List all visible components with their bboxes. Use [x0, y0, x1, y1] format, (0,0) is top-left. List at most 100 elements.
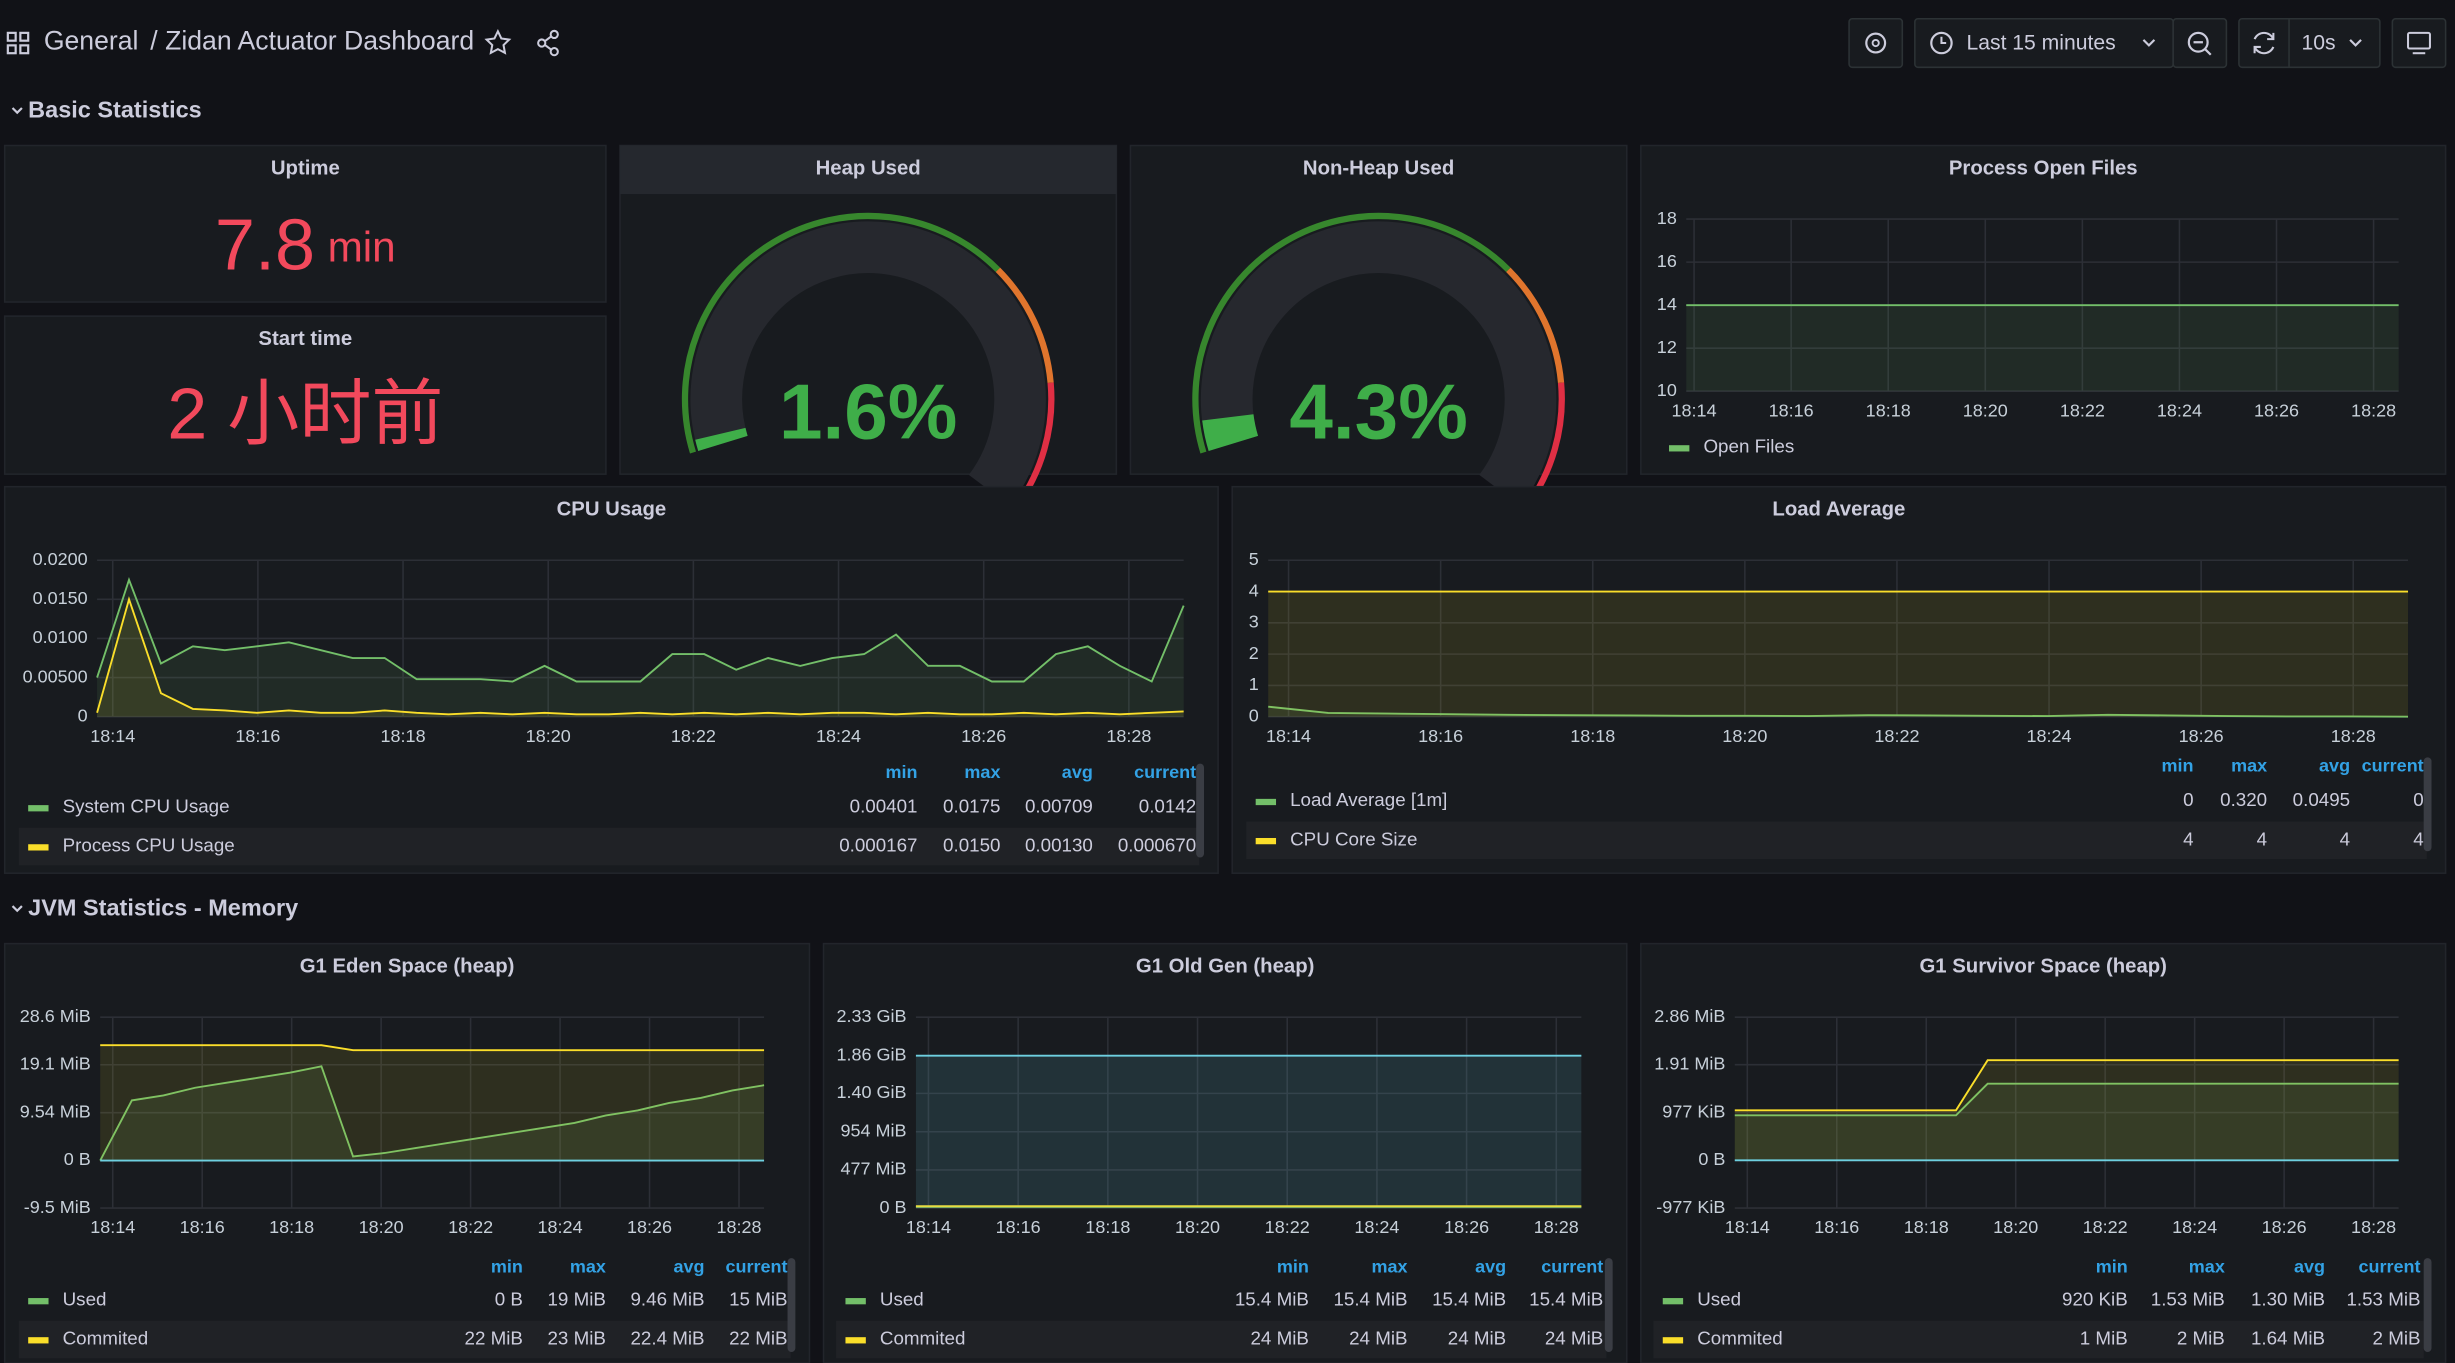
x-tick-label: 18:18 — [269, 1217, 314, 1237]
legend-value: 9.46 MiB — [630, 1288, 704, 1309]
section-chevron[interactable] — [11, 905, 23, 913]
star-icon[interactable] — [484, 28, 512, 55]
y-tick-label: 18 — [1657, 208, 1677, 228]
stat-value: 2 小时前 — [167, 374, 443, 454]
x-tick-label: 18:16 — [235, 726, 280, 746]
legend-name[interactable]: Process CPU Usage — [63, 835, 235, 856]
legend-name[interactable]: Used — [1697, 1288, 1741, 1309]
legend-scrollbar — [2423, 1258, 2432, 1353]
legend-value: 19 MiB — [548, 1288, 606, 1309]
legend-column-header[interactable]: avg — [2294, 1256, 2325, 1276]
legend-column-header[interactable]: min — [2096, 1256, 2128, 1276]
legend-column-header[interactable]: current — [1541, 1256, 1603, 1276]
dashboard-title[interactable]: / Zidan Actuator Dashboard — [150, 25, 474, 55]
legend-column-header[interactable]: current — [2362, 756, 2424, 776]
panel-title[interactable]: Start time — [258, 328, 352, 350]
legend-swatch — [28, 1298, 49, 1305]
legend-column-header[interactable]: max — [964, 762, 1000, 782]
legend-name[interactable]: CPU Core Size — [1290, 828, 1417, 849]
settings-button[interactable] — [1848, 17, 1904, 69]
panel-title[interactable]: Non-Heap Used — [1303, 157, 1454, 179]
legend-column-header[interactable]: min — [2162, 756, 2194, 776]
legend-value: 1.53 MiB — [2346, 1288, 2420, 1309]
legend-value: 0.00709 — [1025, 795, 1093, 816]
share-icon[interactable] — [537, 29, 559, 57]
y-tick-label: 0.0150 — [33, 588, 88, 608]
panel-title[interactable]: G1 Old Gen (heap) — [1136, 955, 1315, 977]
legend-column-header[interactable]: max — [2189, 1256, 2225, 1276]
panel — [822, 942, 1628, 1363]
x-tick-label: 18:26 — [627, 1217, 672, 1237]
section-title[interactable]: JVM Statistics - Memory — [28, 894, 298, 920]
legend-swatch — [845, 1337, 866, 1344]
legend-column-header[interactable]: max — [570, 1256, 606, 1276]
legend-value: 24 MiB — [1250, 1327, 1308, 1348]
legend-column-header[interactable]: max — [2231, 756, 2267, 776]
legend-value: 15 MiB — [729, 1288, 787, 1309]
tv-mode-button[interactable] — [2391, 17, 2447, 69]
legend-value: 0.0150 — [943, 835, 1000, 856]
y-tick-label: 0.0200 — [33, 549, 88, 569]
chevron — [2349, 39, 2362, 47]
legend-name[interactable]: Load Average [1m] — [1290, 789, 1447, 810]
time-range[interactable]: Last 15 minutes — [1967, 31, 2116, 54]
legend-name[interactable]: System CPU Usage — [63, 795, 230, 816]
x-tick-label: 18:28 — [1534, 1217, 1579, 1237]
legend-column-header[interactable]: avg — [1062, 762, 1093, 782]
section-title[interactable]: Basic Statistics — [28, 96, 202, 122]
panel-title[interactable]: G1 Eden Space (heap) — [300, 955, 515, 977]
series-area — [915, 1055, 1582, 1209]
panel-title[interactable]: Uptime — [271, 157, 340, 179]
panel — [1640, 942, 2447, 1363]
legend-column-header[interactable]: max — [1372, 1256, 1408, 1276]
legend-column-header[interactable]: avg — [1475, 1256, 1506, 1276]
legend-column-header[interactable]: current — [726, 1256, 788, 1276]
panel-title[interactable]: CPU Usage — [557, 499, 667, 521]
clock-icon — [1930, 31, 1953, 55]
legend-swatch — [28, 844, 49, 851]
legend-swatch — [28, 1337, 49, 1344]
legend-column-header[interactable]: min — [885, 762, 917, 782]
legend-column-header[interactable]: min — [491, 1256, 523, 1276]
grid-icon[interactable] — [6, 31, 30, 55]
legend-name[interactable]: Used — [63, 1288, 107, 1309]
legend-name[interactable]: Used — [880, 1288, 924, 1309]
legend-name[interactable]: Commited — [63, 1327, 149, 1348]
legend-scrollbar — [2423, 757, 2432, 852]
legend-column-header[interactable]: current — [1134, 762, 1196, 782]
clock-hands — [1940, 36, 1947, 45]
legend-scrollbar — [1196, 763, 1205, 858]
panel-title[interactable]: G1 Survivor Space (heap) — [1919, 955, 2166, 977]
breadcrumb[interactable]: General — [44, 25, 139, 55]
series-line — [99, 1065, 765, 1161]
refresh-picker[interactable] — [2238, 17, 2381, 69]
legend-value: 0.0142 — [1139, 795, 1196, 816]
legend-row-band — [1246, 821, 2427, 860]
legend-name[interactable]: Commited — [1697, 1327, 1783, 1348]
panel-title[interactable]: Load Average — [1772, 499, 1905, 521]
legend-name[interactable]: Commited — [880, 1327, 966, 1348]
x-tick-label: 18:28 — [2351, 400, 2396, 420]
panel-title[interactable]: Heap Used — [816, 157, 921, 179]
x-tick-label: 18:14 — [1725, 1217, 1770, 1237]
x-tick-label: 18:14 — [1672, 400, 1717, 420]
y-tick-label: 2.86 MiB — [1654, 1006, 1725, 1026]
legend-column-header[interactable]: min — [1277, 1256, 1309, 1276]
x-tick-label: 18:26 — [2254, 400, 2299, 420]
refresh-interval[interactable]: 10s — [2302, 31, 2336, 54]
panel-header-hover — [620, 145, 1117, 195]
y-tick-label: 19.1 MiB — [20, 1054, 91, 1074]
legend-swatch — [1255, 837, 1277, 845]
legend-column-header[interactable]: current — [2359, 1256, 2421, 1276]
section-chevron[interactable] — [11, 107, 23, 115]
legend-row-band — [836, 1320, 1607, 1359]
panel-title[interactable]: Process Open Files — [1949, 157, 2138, 179]
y-tick-label: 14 — [1657, 294, 1677, 314]
legend-name[interactable]: Open Files — [1703, 436, 1794, 457]
legend-column-header[interactable]: avg — [674, 1256, 705, 1276]
x-tick-label: 18:14 — [90, 726, 135, 746]
legend-value: 0.00130 — [1025, 835, 1093, 856]
x-tick-label: 18:20 — [1993, 1217, 2038, 1237]
legend-column-header[interactable]: avg — [2319, 756, 2350, 776]
